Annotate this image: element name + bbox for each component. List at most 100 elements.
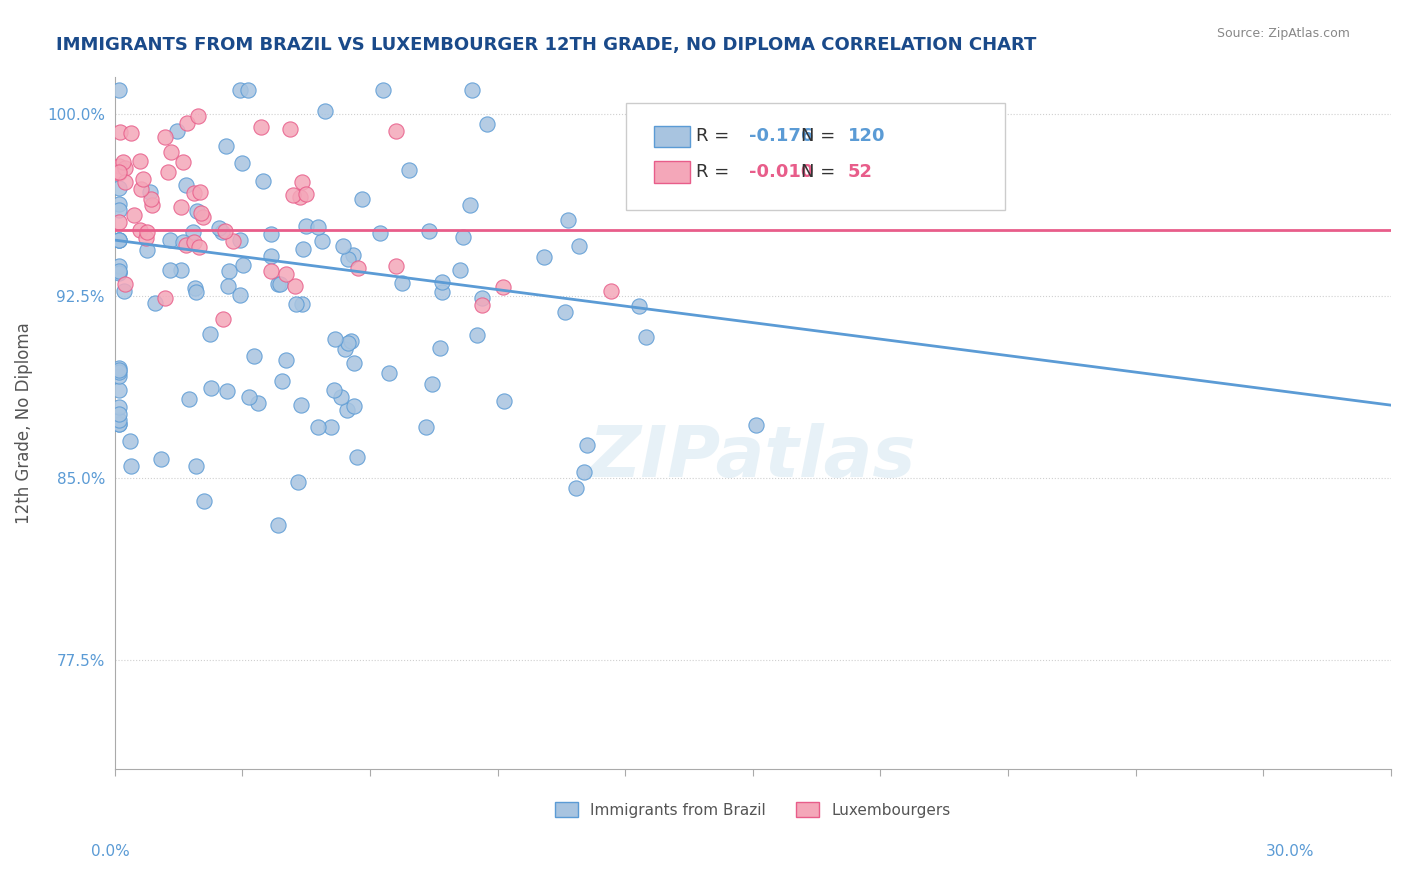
Point — [136, 225, 159, 239]
Text: N =: N = — [801, 163, 841, 181]
Point — [554, 305, 576, 319]
Point — [150, 451, 173, 466]
Point — [169, 262, 191, 277]
Point — [346, 450, 368, 465]
Point — [139, 185, 162, 199]
Point — [193, 493, 215, 508]
Point — [332, 238, 354, 252]
Text: IMMIGRANTS FROM BRAZIL VS LUXEMBOURGER 12TH GRADE, NO DIPLOMA CORRELATION CHART: IMMIGRANTS FROM BRAZIL VS LUXEMBOURGER 1… — [56, 36, 1036, 54]
Point — [347, 261, 370, 276]
Text: 0.0%: 0.0% — [91, 845, 131, 859]
Point — [160, 145, 183, 160]
Point — [217, 384, 239, 398]
Point — [337, 335, 360, 350]
Point — [352, 192, 374, 206]
Point — [108, 264, 131, 278]
Point — [368, 226, 391, 240]
Point — [132, 172, 155, 186]
Point — [259, 227, 281, 241]
Point — [184, 281, 207, 295]
Point — [159, 262, 181, 277]
Point — [108, 260, 131, 274]
Point — [252, 174, 274, 188]
Point — [323, 332, 346, 346]
Point — [222, 234, 245, 248]
Point — [284, 278, 307, 293]
Point — [432, 285, 454, 300]
Point — [112, 284, 135, 298]
Point — [184, 458, 207, 473]
Point — [193, 211, 215, 225]
Point — [190, 206, 212, 220]
Point — [118, 434, 141, 448]
Point — [287, 475, 309, 490]
Point — [398, 162, 420, 177]
Point — [430, 276, 453, 290]
Point — [477, 117, 499, 131]
Point — [291, 296, 314, 310]
Point — [108, 417, 131, 432]
Point — [330, 390, 353, 404]
Point — [108, 82, 131, 96]
Point — [174, 238, 197, 252]
Point — [295, 219, 318, 233]
Point — [307, 420, 329, 434]
Point — [557, 213, 579, 227]
Point — [122, 208, 145, 222]
Point — [236, 82, 259, 96]
Point — [129, 182, 152, 196]
Point — [173, 154, 195, 169]
Point — [108, 215, 131, 229]
Point — [274, 353, 297, 368]
Text: ZIPatlas: ZIPatlas — [589, 424, 917, 492]
Point — [391, 276, 413, 290]
Point — [108, 417, 131, 431]
Point — [533, 251, 555, 265]
Point — [214, 138, 236, 153]
Point — [295, 186, 318, 201]
Point — [135, 231, 157, 245]
Text: N =: N = — [801, 128, 841, 145]
Point — [600, 285, 623, 299]
Point — [260, 264, 283, 278]
Point — [745, 418, 768, 433]
Point — [141, 192, 163, 206]
Point — [291, 175, 314, 189]
Point — [176, 116, 198, 130]
Point — [307, 219, 329, 234]
Point — [153, 130, 176, 145]
Point — [108, 202, 131, 217]
Point — [212, 311, 235, 326]
Point — [491, 280, 513, 294]
Point — [108, 197, 131, 211]
Point — [218, 263, 240, 277]
Point — [243, 349, 266, 363]
Point — [415, 420, 437, 434]
Point — [170, 200, 193, 214]
Text: -0.176: -0.176 — [749, 128, 814, 145]
Point — [112, 155, 135, 169]
Point — [174, 178, 197, 192]
Legend: Immigrants from Brazil, Luxembourgers: Immigrants from Brazil, Luxembourgers — [548, 796, 957, 824]
Point — [290, 398, 312, 412]
Point — [184, 285, 207, 299]
Point — [187, 109, 209, 123]
Point — [342, 247, 364, 261]
Point — [336, 403, 359, 417]
Point — [108, 125, 131, 139]
Point — [568, 238, 591, 252]
Point — [465, 328, 488, 343]
Point — [267, 518, 290, 533]
Point — [129, 222, 152, 236]
Point — [181, 225, 204, 239]
Point — [108, 264, 131, 278]
Point — [290, 190, 312, 204]
Point — [321, 420, 343, 434]
Point — [385, 123, 408, 137]
Point — [159, 233, 181, 247]
Point — [271, 374, 294, 388]
Point — [311, 234, 333, 248]
Point — [108, 159, 131, 173]
Point — [269, 277, 291, 292]
Text: -0.010: -0.010 — [749, 163, 814, 181]
